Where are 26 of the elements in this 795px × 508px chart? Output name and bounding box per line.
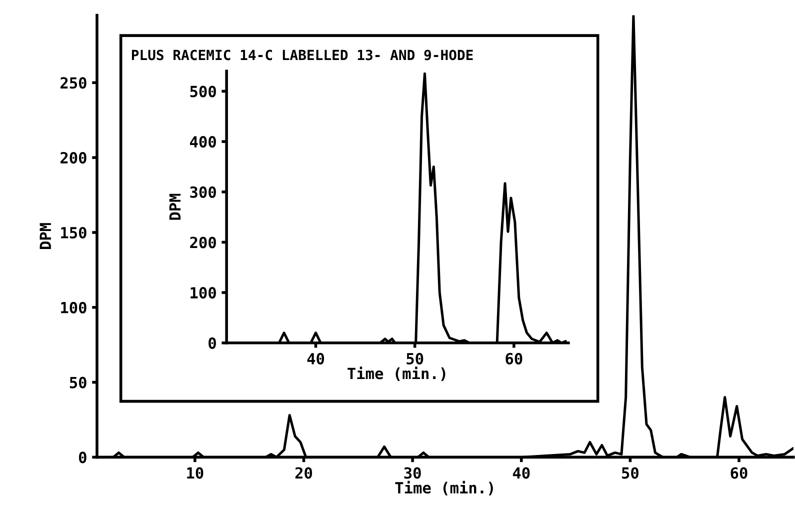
x-tick-label: 50: [622, 467, 638, 479]
x-tick-label: 20: [295, 467, 312, 479]
y-tick-label: 0: [208, 337, 216, 349]
y-tick-label: 50: [70, 376, 86, 388]
y-tick-label: 200: [60, 152, 86, 164]
x-tick-label: 50: [406, 352, 424, 364]
x-tick-label: 30: [404, 467, 421, 479]
y-tick-label: 250: [60, 77, 86, 89]
x-tick-label: 60: [730, 467, 748, 479]
y-tick-label: 200: [190, 236, 216, 248]
x-tick-label: 60: [506, 352, 522, 364]
y-tick-label: 300: [190, 186, 216, 198]
chart-title: PLUS RACEMIC 14-C LABELLED 13- AND 9-HODE: [132, 50, 473, 60]
y-tick-label: 100: [61, 302, 86, 314]
y-tick-label: 500: [190, 86, 216, 98]
x-tick-label: 10: [187, 467, 204, 479]
y-tick-label: 400: [190, 136, 216, 148]
x-tick-label: 40: [307, 352, 324, 364]
x-axis-title: Time (min.): [395, 480, 493, 496]
y-tick-label: 100: [190, 287, 216, 299]
x-tick-label: 40: [512, 467, 530, 479]
y-tick-label: 0: [78, 452, 86, 464]
y-axis-title: DPM: [40, 223, 51, 249]
y-axis-title: DPM: [169, 194, 181, 220]
x-axis-title: Time (min.): [348, 366, 446, 382]
y-tick-label: 150: [61, 226, 86, 238]
